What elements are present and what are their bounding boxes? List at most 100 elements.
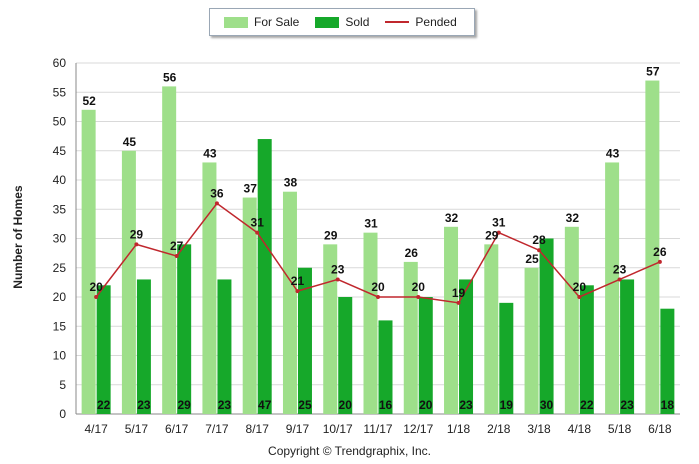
y-tick-label: 55 xyxy=(53,85,67,99)
bar-for-sale xyxy=(605,162,620,414)
data-label-sold: 23 xyxy=(620,398,634,412)
y-tick-label: 50 xyxy=(53,115,67,129)
data-label-for-sale: 37 xyxy=(244,182,258,196)
pended-point xyxy=(416,295,421,299)
legend-item-sold: Sold xyxy=(315,15,369,29)
data-label-pended: 27 xyxy=(170,239,184,253)
data-label-for-sale: 29 xyxy=(324,228,338,242)
pended-point xyxy=(174,254,179,259)
legend-swatch-sold xyxy=(315,16,340,28)
pended-line xyxy=(94,201,662,305)
bar-for-sale xyxy=(282,191,297,414)
data-label-sold: 30 xyxy=(540,398,554,412)
data-label-sold: 22 xyxy=(580,398,594,412)
data-label-sold: 19 xyxy=(500,398,514,412)
data-label-for-sale: 29 xyxy=(485,228,499,242)
x-tick-label: 9/17 xyxy=(286,422,310,436)
pended-point xyxy=(134,242,139,247)
y-tick-label: 5 xyxy=(59,378,66,392)
data-label-pended: 31 xyxy=(492,216,506,230)
legend-swatch-pended xyxy=(385,21,410,23)
bar-sold xyxy=(499,302,514,414)
bars xyxy=(81,80,675,415)
data-label-for-sale: 38 xyxy=(284,176,298,190)
bar-sold xyxy=(338,297,353,414)
bar-for-sale xyxy=(202,162,217,414)
bar-for-sale xyxy=(363,232,378,414)
legend-item-pended: Pended xyxy=(385,15,457,29)
x-tick-label: 10/17 xyxy=(323,422,353,436)
bar-sold xyxy=(539,238,554,414)
x-tick-label: 4/17 xyxy=(84,422,108,436)
data-label-sold: 20 xyxy=(419,398,433,412)
bar-for-sale xyxy=(121,150,136,414)
data-label-for-sale: 43 xyxy=(203,146,217,160)
pended-point xyxy=(617,277,622,282)
bar-sold xyxy=(459,279,474,414)
x-tick-label: 2/18 xyxy=(487,422,511,436)
y-tick-label: 60 xyxy=(53,56,67,70)
data-label-pended: 20 xyxy=(89,280,103,294)
x-tick-label: 3/18 xyxy=(527,422,551,436)
bar-for-sale xyxy=(524,267,539,414)
bar-for-sale xyxy=(403,261,418,414)
data-label-for-sale: 52 xyxy=(82,94,96,108)
data-label-pended: 31 xyxy=(251,216,265,230)
x-tick-label: 7/17 xyxy=(205,422,229,436)
data-label-pended: 20 xyxy=(371,280,385,294)
pended-point xyxy=(376,295,380,299)
data-label-sold: 20 xyxy=(339,398,353,412)
x-tick-label: 8/17 xyxy=(246,422,270,436)
bar-sold xyxy=(96,285,111,414)
data-label-pended: 26 xyxy=(653,245,667,259)
x-tick-label: 4/18 xyxy=(568,422,592,436)
data-label-sold: 25 xyxy=(298,398,312,412)
pended-point xyxy=(537,248,542,253)
y-axis-ticks: 0 5 10 15 20 25 30 35 40 45 50 55 60 xyxy=(53,56,67,421)
data-labels: 52 22 45 23 56 29 43 23 37 47 38 25 29 20 31 16 26 20 32 23… xyxy=(82,65,674,412)
x-tick-label: 5/18 xyxy=(608,422,632,436)
bar-for-sale xyxy=(323,244,338,414)
bar-for-sale xyxy=(81,109,96,415)
data-label-pended: 20 xyxy=(573,280,587,294)
x-tick-label: 1/18 xyxy=(447,422,471,436)
pended-point xyxy=(335,277,340,282)
y-tick-label: 35 xyxy=(53,202,67,216)
y-tick-label: 15 xyxy=(53,319,67,333)
pended-point xyxy=(94,295,99,299)
pended-point xyxy=(456,300,461,305)
copyright-text: Copyright © Trendgraphix, Inc. xyxy=(268,444,431,458)
data-label-sold: 29 xyxy=(177,398,191,412)
bar-sold xyxy=(620,279,635,414)
bar-for-sale xyxy=(162,86,177,415)
legend-swatch-for-sale xyxy=(224,16,248,28)
bar-sold xyxy=(217,279,232,414)
y-tick-label: 20 xyxy=(53,290,67,304)
y-tick-label: 45 xyxy=(53,144,67,158)
bar-sold xyxy=(136,279,151,414)
data-label-sold: 23 xyxy=(137,398,151,412)
data-label-pended: 19 xyxy=(452,286,466,300)
data-label-for-sale: 32 xyxy=(445,211,459,225)
data-label-pended: 21 xyxy=(291,274,305,288)
x-tick-label: 12/17 xyxy=(403,422,433,436)
x-tick-label: 5/17 xyxy=(125,422,149,436)
data-label-sold: 23 xyxy=(459,398,473,412)
bar-for-sale xyxy=(444,226,459,414)
bar-sold xyxy=(177,244,192,414)
data-label-for-sale: 32 xyxy=(566,211,580,225)
bar-for-sale xyxy=(484,244,499,414)
data-label-for-sale: 56 xyxy=(163,70,177,84)
y-tick-label: 40 xyxy=(53,173,67,187)
legend-label-pended: Pended xyxy=(415,15,457,29)
x-tick-label: 11/17 xyxy=(363,422,392,436)
bar-for-sale xyxy=(242,197,257,414)
x-tick-label: 6/17 xyxy=(165,422,189,436)
bar-sold xyxy=(378,320,393,414)
data-label-for-sale: 45 xyxy=(123,135,137,149)
data-label-for-sale: 25 xyxy=(525,252,539,266)
y-tick-label: 10 xyxy=(53,349,67,363)
pended-point xyxy=(496,230,501,235)
legend-label-sold: Sold xyxy=(345,15,370,29)
